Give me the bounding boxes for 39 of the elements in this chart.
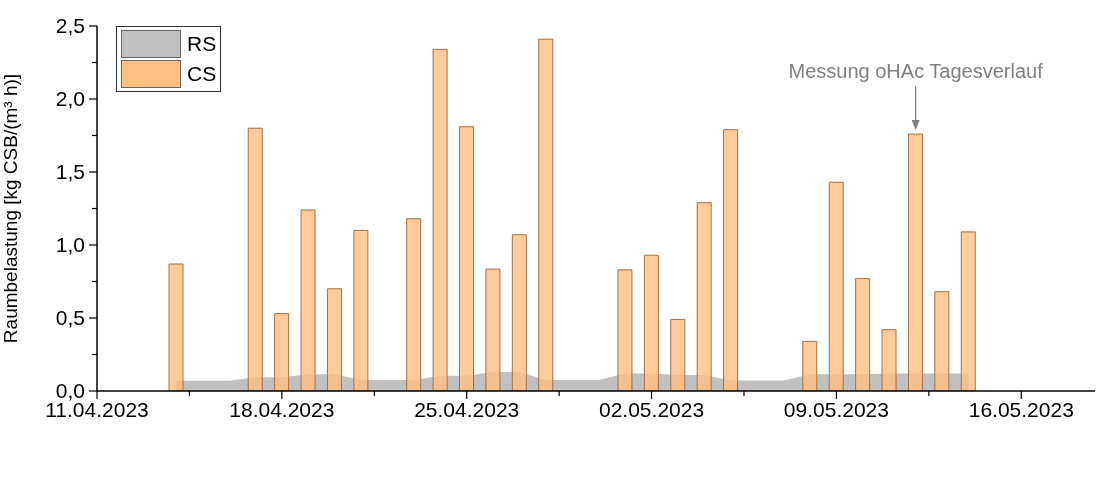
y-tick-label: 2,5 — [55, 14, 85, 37]
bar — [326, 288, 342, 391]
bar — [881, 329, 897, 391]
bar — [828, 181, 844, 391]
bar — [643, 254, 659, 391]
legend-label: CS — [187, 62, 217, 86]
y-tick-label: 2,0 — [55, 87, 85, 110]
bar — [723, 129, 739, 391]
bar — [353, 229, 369, 391]
x-tick-label: 16.05.2023 — [968, 398, 1074, 421]
x-tick-label: 18.04.2023 — [229, 398, 335, 421]
y-tick-label: 0,5 — [55, 306, 85, 329]
y-axis-title: Raumbelastung [kg CSB/(m³ h)] — [0, 73, 21, 344]
bar — [960, 231, 976, 391]
x-tick-label: 09.05.2023 — [783, 398, 889, 421]
bar — [300, 209, 316, 391]
y-tick-label: 1,5 — [55, 160, 85, 183]
y-tick-label: 0,0 — [55, 379, 85, 402]
legend-label: RS — [187, 32, 217, 56]
bar — [696, 202, 712, 391]
bar — [670, 318, 686, 391]
bar — [432, 48, 448, 391]
bar — [168, 263, 184, 391]
bar — [247, 127, 263, 391]
bar — [459, 126, 475, 391]
bar — [617, 269, 633, 391]
bar — [485, 268, 501, 391]
bar — [511, 234, 527, 391]
bar — [406, 218, 422, 391]
y-tick-label: 1,0 — [55, 233, 85, 256]
bar — [274, 313, 290, 391]
annotation: Messung oHAc Tagesverlauf — [788, 60, 1044, 83]
x-tick-label: 25.04.2023 — [414, 398, 520, 421]
bar — [855, 278, 871, 391]
x-tick-label: 02.05.2023 — [599, 398, 705, 421]
bar — [538, 38, 554, 391]
bar — [802, 340, 818, 391]
bar — [907, 133, 923, 391]
bar — [934, 291, 950, 391]
